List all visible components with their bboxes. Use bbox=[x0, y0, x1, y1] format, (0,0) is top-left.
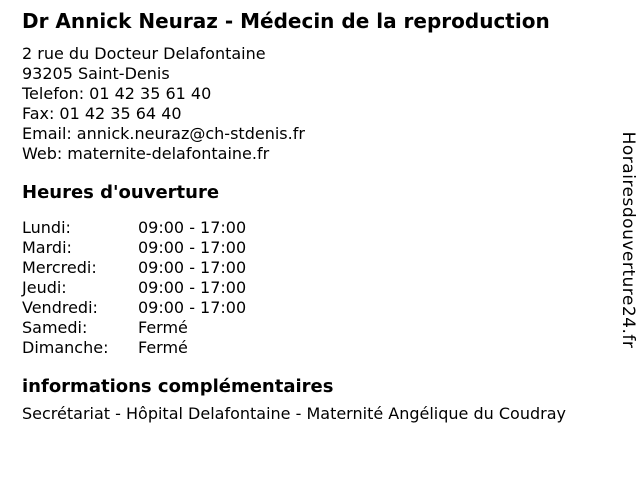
email-line: Email: annick.neuraz@ch-stdenis.fr bbox=[22, 124, 610, 144]
email-label: Email: bbox=[22, 124, 72, 143]
email-value: annick.neuraz@ch-stdenis.fr bbox=[76, 124, 305, 143]
hours-row-friday: Vendredi: 09:00 - 17:00 bbox=[22, 298, 610, 318]
watermark-brand: Horairesdouverture24.fr bbox=[618, 131, 638, 349]
phone-label: Telefon: bbox=[22, 84, 85, 103]
web-line: Web: maternite-delafontaine.fr bbox=[22, 144, 610, 164]
day-label: Mardi: bbox=[22, 238, 72, 257]
opening-hours-heading: Heures d'ouverture bbox=[22, 182, 220, 203]
hours-row-monday: Lundi: 09:00 - 17:00 bbox=[22, 218, 610, 238]
day-hours: 09:00 - 17:00 bbox=[138, 258, 247, 277]
day-hours: Fermé bbox=[138, 338, 188, 357]
hours-row-sunday: Dimanche: Fermé bbox=[22, 338, 610, 358]
day-label: Mercredi: bbox=[22, 258, 97, 277]
day-label: Samedi: bbox=[22, 318, 88, 337]
day-label: Jeudi: bbox=[22, 278, 67, 297]
day-label: Vendredi: bbox=[22, 298, 98, 317]
day-label: Dimanche: bbox=[22, 338, 109, 357]
additional-info-text: Secrétariat - Hôpital Delafontaine - Mat… bbox=[22, 404, 566, 423]
day-hours: 09:00 - 17:00 bbox=[138, 238, 247, 257]
hours-row-thursday: Jeudi: 09:00 - 17:00 bbox=[22, 278, 610, 298]
fax-label: Fax: bbox=[22, 104, 55, 123]
contact-info: 2 rue du Docteur Delafontaine 93205 Sain… bbox=[22, 44, 610, 164]
address-line-2: 93205 Saint-Denis bbox=[22, 64, 170, 83]
address-line-1: 2 rue du Docteur Delafontaine bbox=[22, 44, 266, 63]
hours-row-saturday: Samedi: Fermé bbox=[22, 318, 610, 338]
day-hours: 09:00 - 17:00 bbox=[138, 298, 247, 317]
opening-hours-table: Lundi: 09:00 - 17:00 Mardi: 09:00 - 17:0… bbox=[22, 218, 610, 358]
hours-row-wednesday: Mercredi: 09:00 - 17:00 bbox=[22, 258, 610, 278]
fax-line: Fax: 01 42 35 64 40 bbox=[22, 104, 610, 124]
day-label: Lundi: bbox=[22, 218, 71, 237]
fax-value: 01 42 35 64 40 bbox=[59, 104, 182, 123]
page-title: Dr Annick Neuraz - Médecin de la reprodu… bbox=[22, 9, 550, 33]
phone-value: 01 42 35 61 40 bbox=[89, 84, 212, 103]
hours-row-tuesday: Mardi: 09:00 - 17:00 bbox=[22, 238, 610, 258]
day-hours: 09:00 - 17:00 bbox=[138, 278, 247, 297]
additional-info-heading: informations complémentaires bbox=[22, 376, 334, 397]
day-hours: Fermé bbox=[138, 318, 188, 337]
web-label: Web: bbox=[22, 144, 63, 163]
phone-line: Telefon: 01 42 35 61 40 bbox=[22, 84, 610, 104]
day-hours: 09:00 - 17:00 bbox=[138, 218, 247, 237]
web-value: maternite-delafontaine.fr bbox=[67, 144, 270, 163]
